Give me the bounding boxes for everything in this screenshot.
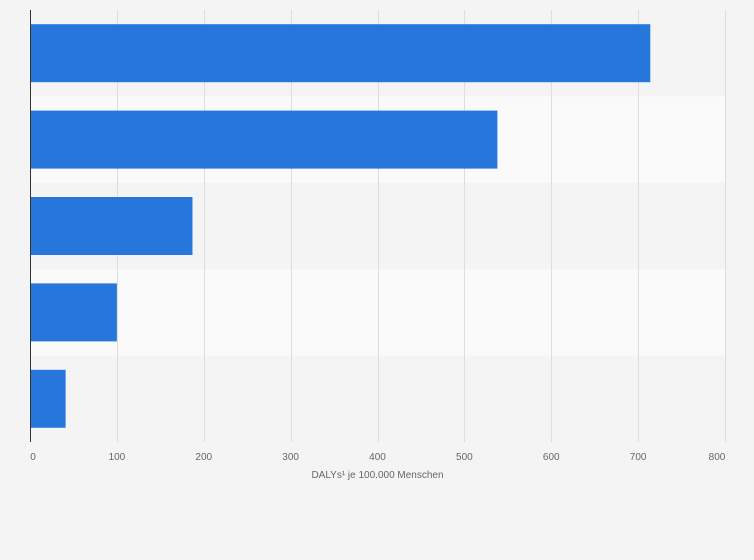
x-tick-label-700: 700 xyxy=(630,452,647,463)
bar-2[interactable] xyxy=(30,197,193,255)
x-tick-label-200: 200 xyxy=(195,452,212,463)
x-tick-label-600: 600 xyxy=(543,452,560,463)
row-band-3 xyxy=(30,269,725,356)
bars xyxy=(30,24,651,428)
x-tick-label-800: 800 xyxy=(709,452,726,463)
x-tick-label-0: 0 xyxy=(30,452,36,463)
bar-0[interactable] xyxy=(30,24,651,83)
x-axis-title: DALYs¹ je 100.000 Menschen xyxy=(311,470,443,481)
bar-1[interactable] xyxy=(30,110,498,169)
x-tick-label-400: 400 xyxy=(369,452,386,463)
row-band-4 xyxy=(30,355,725,442)
bar-4[interactable] xyxy=(30,369,66,428)
x-tick-label-300: 300 xyxy=(282,452,299,463)
x-tick-labels: 0 100 200 300 400 500 600 700 800 xyxy=(30,452,726,463)
x-tick-label-500: 500 xyxy=(456,452,473,463)
x-tick-label-100: 100 xyxy=(109,452,126,463)
bar-3[interactable] xyxy=(30,283,117,342)
